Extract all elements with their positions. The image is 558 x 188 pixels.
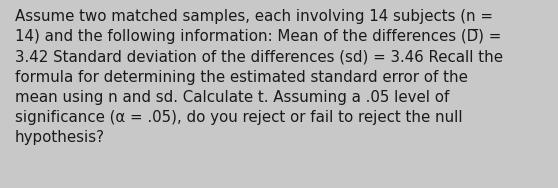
Text: Assume two matched samples, each involving 14 subjects (n =
14) and the followin: Assume two matched samples, each involvi… (15, 9, 503, 145)
